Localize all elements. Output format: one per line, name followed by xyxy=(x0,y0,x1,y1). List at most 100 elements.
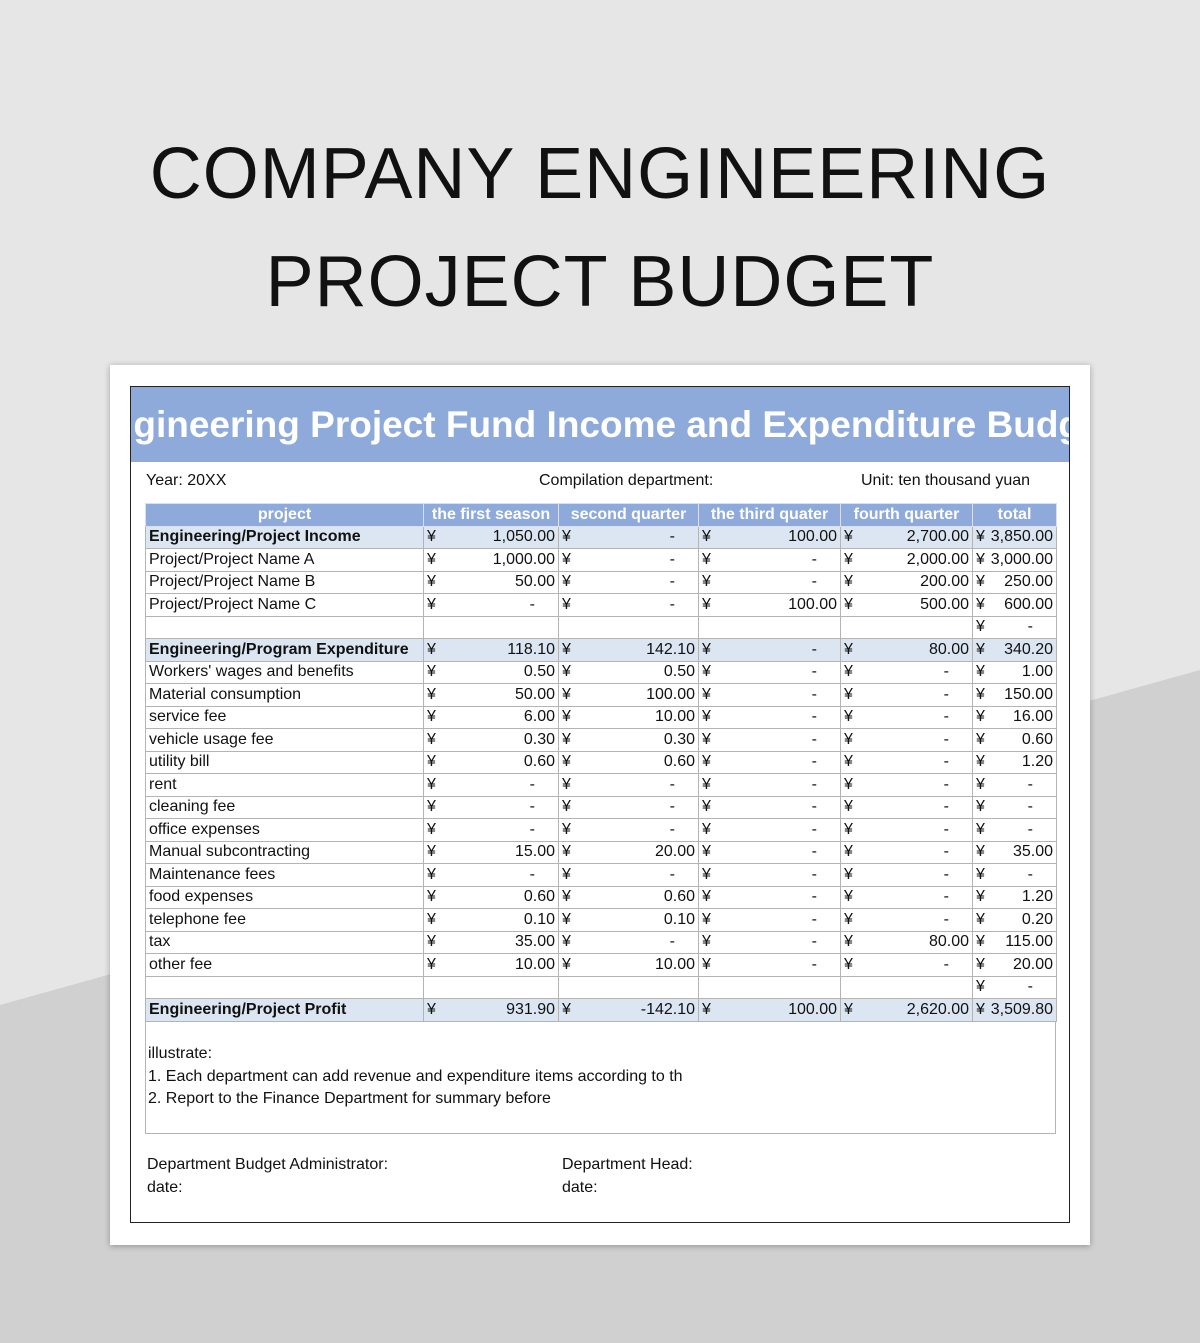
currency-symbol: ¥ xyxy=(976,775,985,793)
value-cell: ¥0.60 xyxy=(558,750,699,774)
amount: - xyxy=(529,798,535,816)
amount: - xyxy=(529,820,535,838)
table-row: Maintenance fees ¥ - ¥ - ¥ - ¥ - ¥ - xyxy=(145,863,1057,887)
amount: 600.00 xyxy=(1004,595,1053,613)
currency-symbol: ¥ xyxy=(702,820,711,838)
value-cell: ¥ - xyxy=(423,863,559,887)
value-cell: ¥15.00 xyxy=(423,840,559,864)
value-cell: ¥ - xyxy=(558,548,699,572)
row-label: tax xyxy=(145,930,424,954)
value-cell: ¥ - xyxy=(840,908,973,932)
amount: - xyxy=(529,865,535,883)
amount: - xyxy=(669,865,675,883)
value-cell: ¥ - xyxy=(558,863,699,887)
value-cell: ¥200.00 xyxy=(840,570,973,594)
table-row: telephone fee ¥0.10 ¥0.10 ¥ - ¥ - ¥0.20 xyxy=(145,908,1057,932)
value-cell xyxy=(698,975,841,999)
currency-symbol: ¥ xyxy=(562,685,571,703)
currency-symbol: ¥ xyxy=(427,798,436,816)
amount: 3,509.80 xyxy=(990,1000,1053,1018)
value-cell: ¥ - xyxy=(972,975,1057,999)
currency-symbol: ¥ xyxy=(702,528,711,546)
currency-symbol: ¥ xyxy=(562,595,571,613)
value-cell: ¥0.10 xyxy=(558,908,699,932)
currency-symbol: ¥ xyxy=(427,820,436,838)
value-cell: ¥0.30 xyxy=(558,728,699,752)
value-cell: ¥ - xyxy=(840,840,973,864)
currency-symbol: ¥ xyxy=(427,685,436,703)
currency-symbol: ¥ xyxy=(844,955,853,973)
currency-symbol: ¥ xyxy=(976,888,985,906)
currency-symbol: ¥ xyxy=(976,933,985,951)
amount: 100.00 xyxy=(788,595,837,613)
currency-symbol: ¥ xyxy=(976,528,985,546)
table-row: Engineering/Program Expenditure ¥118.10 ¥1… xyxy=(145,638,1057,662)
currency-symbol: ¥ xyxy=(562,820,571,838)
currency-symbol: ¥ xyxy=(427,595,436,613)
amount: 0.60 xyxy=(1021,730,1053,748)
amount: - xyxy=(811,550,817,568)
amount: 1.20 xyxy=(1021,753,1053,771)
currency-symbol: ¥ xyxy=(427,573,436,591)
value-cell: ¥0.30 xyxy=(423,728,559,752)
currency-symbol: ¥ xyxy=(976,978,985,996)
currency-symbol: ¥ xyxy=(427,550,436,568)
value-cell xyxy=(558,615,699,639)
currency-symbol: ¥ xyxy=(844,550,853,568)
value-cell: ¥2,000.00 xyxy=(840,548,973,572)
amount: - xyxy=(811,708,817,726)
currency-symbol: ¥ xyxy=(702,798,711,816)
value-cell: ¥ - xyxy=(698,773,841,797)
value-cell: ¥ - xyxy=(840,773,973,797)
amount: 0.10 xyxy=(523,910,555,928)
value-cell xyxy=(698,615,841,639)
amount: - xyxy=(669,798,675,816)
value-cell: ¥3,000.00 xyxy=(972,548,1057,572)
value-cell: ¥0.50 xyxy=(558,660,699,684)
sheet-title-banner: Engineering Project Fund Income and Expe… xyxy=(131,387,1069,462)
row-label: service fee xyxy=(145,705,424,729)
value-cell: ¥250.00 xyxy=(972,570,1057,594)
currency-symbol: ¥ xyxy=(844,1000,853,1018)
amount: - xyxy=(811,663,817,681)
row-label: Maintenance fees xyxy=(145,863,424,887)
table-row: Project/Project Name C ¥ - ¥ - ¥100.00 ¥500.00… xyxy=(145,593,1057,617)
value-cell: ¥ - xyxy=(698,750,841,774)
value-cell: ¥ - xyxy=(840,818,973,842)
currency-symbol: ¥ xyxy=(976,573,985,591)
currency-symbol: ¥ xyxy=(844,865,853,883)
amount: 0.50 xyxy=(523,663,555,681)
amount: - xyxy=(811,843,817,861)
currency-symbol: ¥ xyxy=(427,753,436,771)
row-label: telephone fee xyxy=(145,908,424,932)
value-cell: ¥80.00 xyxy=(840,638,973,662)
value-cell: ¥ - xyxy=(423,593,559,617)
amount: 80.00 xyxy=(928,640,969,658)
amount: - xyxy=(1027,618,1033,636)
currency-symbol: ¥ xyxy=(844,708,853,726)
value-cell: ¥ - xyxy=(558,930,699,954)
value-cell: ¥ - xyxy=(698,548,841,572)
amount: - xyxy=(669,528,675,546)
amount: 3,850.00 xyxy=(990,528,1053,546)
admin-label: Department Budget Administrator: xyxy=(147,1156,389,1173)
currency-symbol: ¥ xyxy=(562,865,571,883)
currency-symbol: ¥ xyxy=(844,820,853,838)
value-cell: ¥ - xyxy=(698,638,841,662)
value-cell: ¥3,850.00 xyxy=(972,525,1057,549)
notes-heading: illustrate: xyxy=(148,1045,213,1062)
amount: 118.10 xyxy=(507,640,555,658)
table-row: Project/Project Name B ¥50.00 ¥ - ¥ - ¥200.00 ¥… xyxy=(145,570,1057,594)
currency-symbol: ¥ xyxy=(976,753,985,771)
amount: - xyxy=(943,955,949,973)
amount: - xyxy=(811,910,817,928)
table-row: vehicle usage fee ¥0.30 ¥0.30 ¥ - ¥ - ¥0.60 xyxy=(145,728,1057,752)
value-cell: ¥ - xyxy=(840,750,973,774)
amount: 931.90 xyxy=(506,1000,555,1018)
row-label xyxy=(145,615,424,639)
currency-symbol: ¥ xyxy=(702,685,711,703)
row-label: Manual subcontracting xyxy=(145,840,424,864)
value-cell: ¥35.00 xyxy=(423,930,559,954)
currency-symbol: ¥ xyxy=(427,528,436,546)
value-cell: ¥0.20 xyxy=(972,908,1057,932)
